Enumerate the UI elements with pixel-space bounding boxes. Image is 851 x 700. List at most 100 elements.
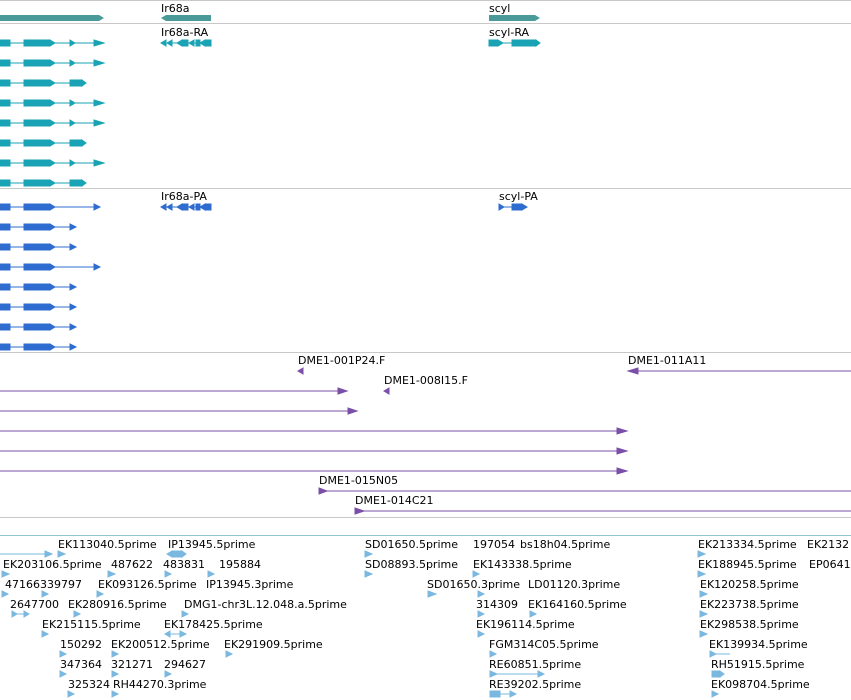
est-label[interactable]: EK203106.5prime xyxy=(3,558,102,571)
gene-feature-left[interactable] xyxy=(0,15,104,21)
est-label[interactable]: EK113040.5prime xyxy=(58,538,157,551)
est-feature[interactable] xyxy=(711,670,725,678)
est-label[interactable]: RH51915.5prime xyxy=(711,658,805,671)
est-label[interactable]: RH44270.3prime xyxy=(113,678,207,691)
est-feature[interactable] xyxy=(489,690,518,698)
est-label[interactable]: EK298538.5prime xyxy=(700,618,799,631)
est-label[interactable]: SD01650.5prime xyxy=(365,538,458,551)
transcript-feature-scyl-ra[interactable] xyxy=(488,39,541,47)
clone-feature-row[interactable] xyxy=(0,467,629,475)
est-label[interactable]: EP0641 xyxy=(809,558,851,571)
est-label[interactable]: 2647700 xyxy=(10,598,59,611)
est-feature[interactable] xyxy=(699,590,709,598)
est-feature[interactable] xyxy=(41,630,50,638)
est-feature[interactable] xyxy=(529,610,538,618)
est-label[interactable]: EK213334.5prime xyxy=(698,538,797,551)
est-label[interactable]: RE39202.5prime xyxy=(489,678,582,691)
est-label[interactable]: 294627 xyxy=(164,658,206,671)
est-feature[interactable] xyxy=(96,590,105,598)
est-feature[interactable] xyxy=(697,570,707,578)
est-feature[interactable] xyxy=(41,590,50,598)
est-label[interactable]: EK215115.5prime xyxy=(42,618,141,631)
est-label[interactable]: EK2132 xyxy=(807,538,850,551)
est-feature[interactable] xyxy=(477,610,486,618)
est-feature[interactable] xyxy=(709,650,730,658)
est-feature[interactable] xyxy=(0,550,54,558)
est-label[interactable]: 483831 xyxy=(163,558,205,571)
clone-feature-014c21[interactable] xyxy=(354,507,851,515)
clone-feature-row[interactable] xyxy=(0,387,349,395)
est-label[interactable]: EK291909.5prime xyxy=(224,638,323,651)
protein-label-scyl-pa[interactable]: scyl-PA xyxy=(499,190,538,203)
est-feature[interactable] xyxy=(11,610,30,618)
protein-rows-left[interactable] xyxy=(0,203,102,351)
est-label[interactable]: bs18h04.5prime xyxy=(520,538,611,551)
est-feature[interactable] xyxy=(111,670,120,678)
clone-label-011a11[interactable]: DME1-011A11 xyxy=(628,354,707,367)
est-label[interactable]: 314309 xyxy=(476,598,518,611)
est-label[interactable]: EK098704.5prime xyxy=(711,678,810,691)
est-label[interactable]: EK280916.5prime xyxy=(68,598,167,611)
est-feature[interactable] xyxy=(364,570,374,578)
est-feature[interactable] xyxy=(111,690,120,698)
est-label[interactable]: EK178425.5prime xyxy=(164,618,263,631)
est-feature[interactable] xyxy=(477,630,486,638)
est-label[interactable]: EK200512.5prime xyxy=(111,638,210,651)
est-label[interactable]: SD01650.3prime xyxy=(427,578,520,591)
est-label[interactable]: EK143338.5prime xyxy=(473,558,572,571)
est-label[interactable]: IP13945.5prime xyxy=(168,538,256,551)
est-label[interactable]: 347364 xyxy=(60,658,102,671)
clone-label-001p24[interactable]: DME1-001P24.F xyxy=(298,354,386,367)
est-label[interactable]: LD01120.3prime xyxy=(528,578,621,591)
est-feature[interactable] xyxy=(489,670,546,678)
protein-label-ir68a-pa[interactable]: Ir68a-PA xyxy=(161,190,207,203)
clone-label-014c21[interactable]: DME1-014C21 xyxy=(355,494,434,507)
clone-feature-row[interactable] xyxy=(0,447,629,455)
est-label[interactable]: EK120258.5prime xyxy=(700,578,799,591)
est-label[interactable]: SD08893.5prime xyxy=(365,558,458,571)
transcript-label-ir68a-ra[interactable]: Ir68a-RA xyxy=(161,26,209,39)
est-label[interactable]: 197054 xyxy=(473,538,515,551)
clone-label-008i15[interactable]: DME1-008I15.F xyxy=(384,374,468,387)
est-feature[interactable] xyxy=(1,570,11,578)
clone-feature-row[interactable] xyxy=(0,407,359,415)
clone-label-015n05[interactable]: DME1-015N05 xyxy=(319,474,399,487)
gene-label-scyl[interactable]: scyl xyxy=(489,2,511,15)
est-feature[interactable] xyxy=(1,590,10,598)
est-feature[interactable] xyxy=(699,630,709,638)
clone-feature-008i15[interactable] xyxy=(383,387,390,395)
est-feature[interactable] xyxy=(207,570,216,578)
est-label[interactable]: 47166339797 xyxy=(5,578,82,591)
est-label[interactable]: FGM314C05.5prime xyxy=(489,638,599,651)
gene-label-ir68a[interactable]: Ir68a xyxy=(161,2,190,15)
est-feature[interactable] xyxy=(59,670,68,678)
clone-feature-row[interactable] xyxy=(0,427,629,435)
est-feature[interactable] xyxy=(225,650,234,658)
est-feature[interactable] xyxy=(164,670,173,678)
est-feature[interactable] xyxy=(111,650,120,658)
est-feature[interactable] xyxy=(477,590,486,598)
est-label[interactable]: EK223738.5prime xyxy=(700,598,799,611)
est-label[interactable]: EK139934.5prime xyxy=(709,638,808,651)
clone-feature-011a11[interactable] xyxy=(626,367,851,375)
est-label[interactable]: RE60851.5prime xyxy=(489,658,582,671)
est-label[interactable]: EK164160.5prime xyxy=(528,598,627,611)
transcript-rows-left[interactable] xyxy=(0,39,106,187)
est-label[interactable]: EK093126.5prime xyxy=(98,578,197,591)
est-feature[interactable] xyxy=(107,570,117,578)
gene-feature-ir68a[interactable] xyxy=(161,15,211,21)
est-label[interactable]: DMG1-chr3L.12.048.a.5prime xyxy=(184,598,347,611)
protein-feature-ir68a-pa[interactable] xyxy=(160,203,212,211)
est-feature[interactable] xyxy=(711,690,720,698)
est-label[interactable]: IP13945.3prime xyxy=(206,578,294,591)
est-feature[interactable] xyxy=(73,610,82,618)
est-label[interactable]: 325324 xyxy=(68,678,110,691)
est-feature[interactable] xyxy=(489,650,498,658)
est-label[interactable]: EK188945.5prime xyxy=(698,558,797,571)
est-feature[interactable] xyxy=(57,550,67,558)
transcript-label-scyl-ra[interactable]: scyl-RA xyxy=(489,26,530,39)
est-feature[interactable] xyxy=(67,690,76,698)
est-label[interactable]: 195884 xyxy=(219,558,261,571)
est-label[interactable]: EK196114.5prime xyxy=(476,618,575,631)
protein-feature-scyl-pa[interactable] xyxy=(498,203,528,211)
